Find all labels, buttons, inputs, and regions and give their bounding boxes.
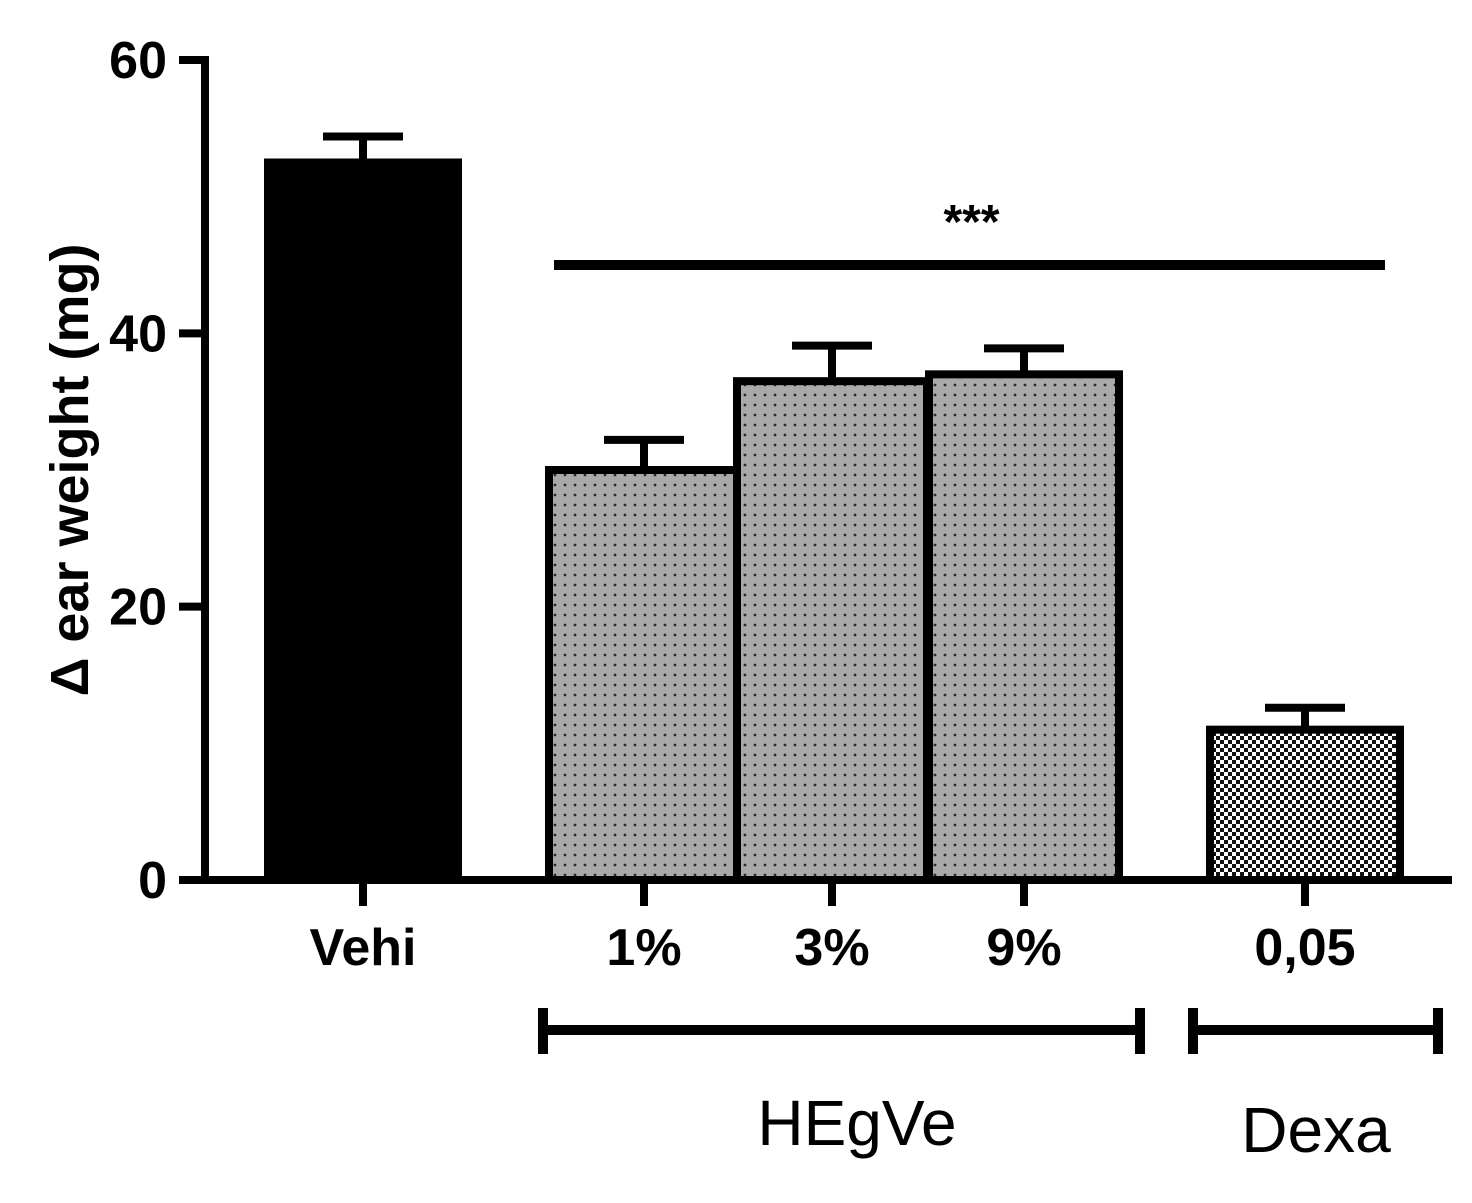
significance-label: ***: [943, 196, 999, 249]
bar-3: [733, 377, 931, 884]
bar-1: [264, 158, 462, 884]
y-tick-label: 60: [109, 32, 167, 90]
y-axis-title: Δ ear weight (mg): [40, 244, 100, 697]
axes-layer: [179, 56, 1452, 1054]
x-tick-label: 1%: [606, 919, 681, 977]
x-tick-label: 3%: [794, 919, 869, 977]
y-tick-label: 0: [138, 852, 167, 910]
y-tick-label: 40: [109, 305, 167, 363]
x-tick-label: 0,05: [1254, 919, 1355, 977]
group-label: HEgVe: [757, 1087, 956, 1159]
group-label: Dexa: [1241, 1094, 1391, 1166]
labels-layer: 0 20 40 60 Vehi 1% 3% 9% 0,05 *** HEgVe Dexa: [109, 32, 1391, 1166]
bar-2: [545, 466, 743, 884]
bars-layer: [264, 132, 1404, 885]
bar-5: [1206, 725, 1404, 885]
x-tick-label: 9%: [986, 919, 1061, 977]
bar-4: [925, 370, 1123, 884]
x-tick-label: Vehi: [310, 919, 417, 977]
y-tick-label: 20: [109, 579, 167, 637]
